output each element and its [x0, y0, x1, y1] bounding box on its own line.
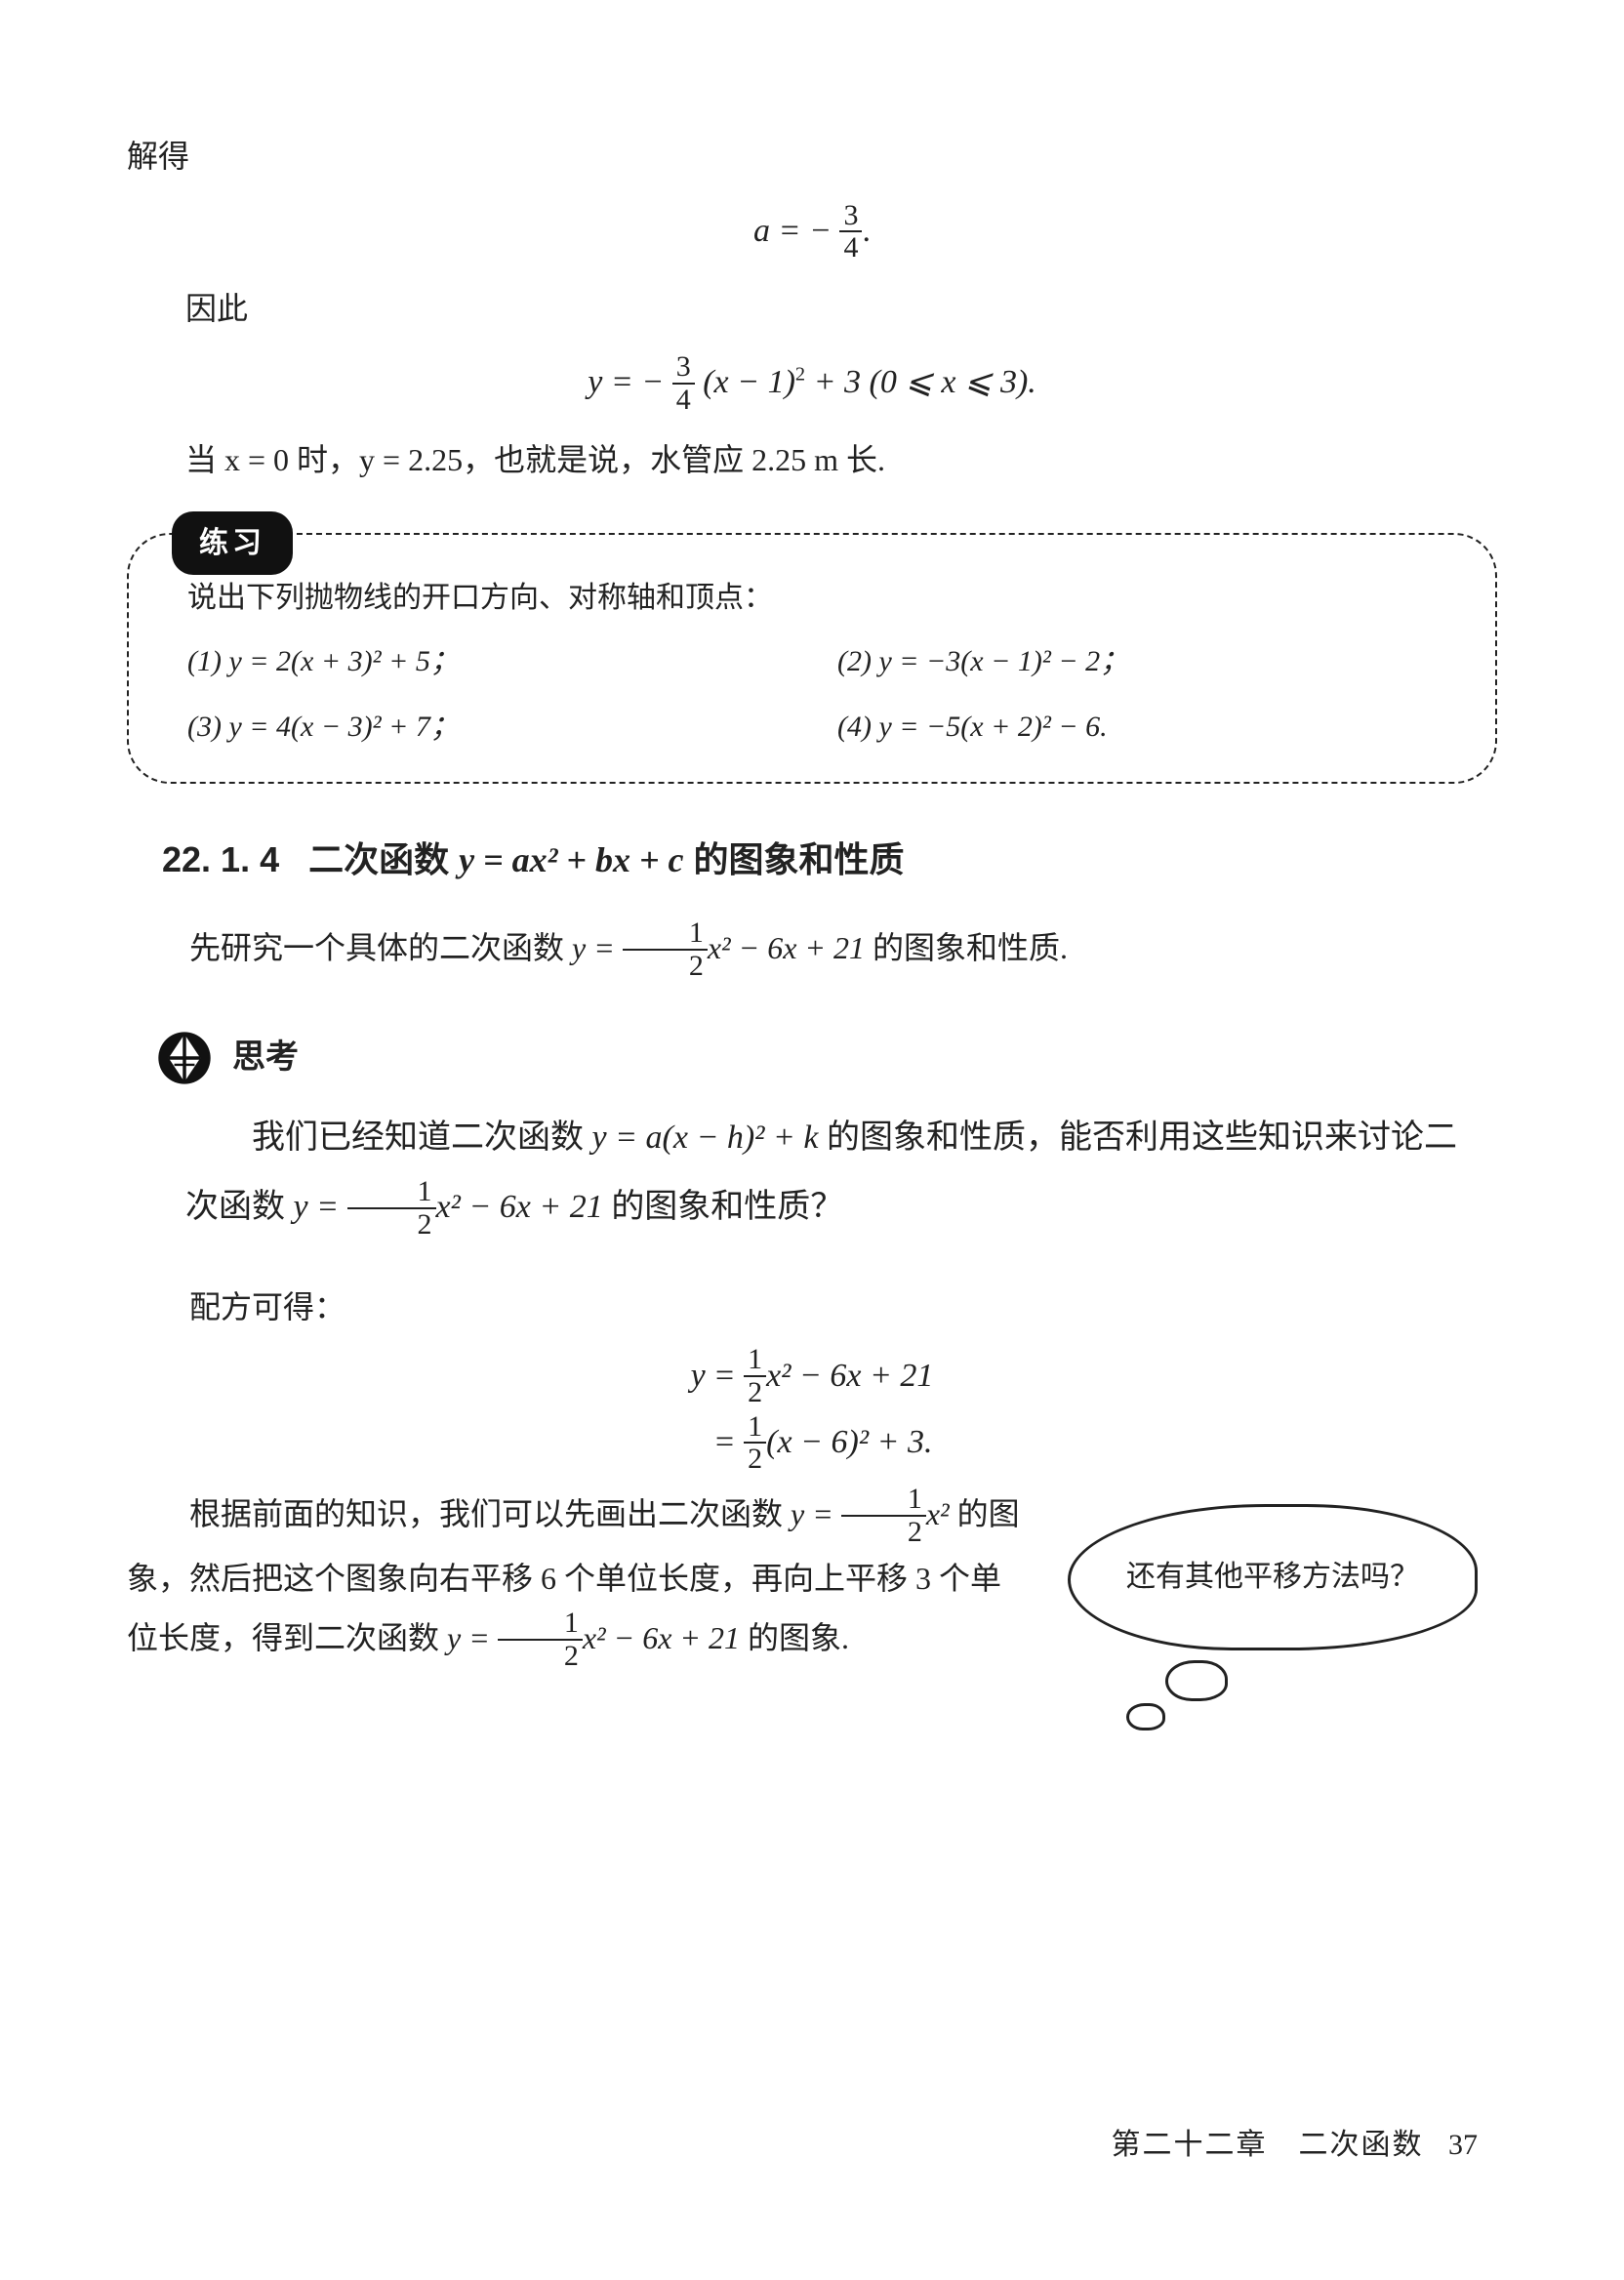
- think-eq2-l: y =: [294, 1189, 347, 1225]
- section-number: 22. 1. 4: [162, 839, 279, 879]
- eq2-frac: 3 4: [672, 351, 695, 415]
- align-l1-frac: 12: [744, 1344, 766, 1407]
- eq2-den: 4: [672, 385, 695, 416]
- eq2-after: + 3 (0 ⩽ x ⩽ 3).: [805, 364, 1036, 400]
- eq1-lhs: a: [753, 213, 770, 249]
- eq1-num: 3: [839, 200, 862, 233]
- page: 解得 a = − 3 4 . 因此 y = − 3 4 (x − 1)2 + 3…: [0, 0, 1624, 2280]
- bubble-text: 还有其他平移方法吗？: [1126, 1555, 1419, 1599]
- practice-item-2: (2) y = −3(x − 1)² − 2；: [837, 633, 1448, 689]
- align-l2-den: 2: [744, 1444, 766, 1475]
- think-eq2-r: x² − 6x + 21: [436, 1189, 603, 1225]
- eq1-rhs-prefix: = −: [779, 213, 832, 249]
- footer-page-number: 37: [1448, 2129, 1478, 2161]
- thought-bubble: 还有其他平移方法吗？: [1048, 1496, 1497, 1750]
- think-body: 我们已经知道二次函数 y = a(x − h)² + k 的图象和性质，能否利用…: [127, 1103, 1497, 1242]
- align-l2-frac: 12: [744, 1411, 766, 1475]
- para-with-bubble: 根据前面的知识，我们可以先画出二次函数 y = 12x² 的图象，然后把这个图象…: [127, 1485, 1497, 1750]
- section-title-b: 的图象和性质: [693, 839, 904, 879]
- equation-align: y = 12x² − 6x + 21 = 12(x − 6)² + 3.: [127, 1343, 1497, 1477]
- bubble-main: 还有其他平移方法吗？: [1068, 1504, 1478, 1650]
- para2-frac2: 12: [498, 1608, 583, 1671]
- intro-eq-r: x² − 6x + 21: [708, 930, 865, 965]
- align-l2-a: =: [713, 1424, 744, 1460]
- eq1-frac: 3 4: [839, 200, 862, 264]
- think-heading: 思考: [156, 1026, 1497, 1089]
- para2-eq-r: x²: [926, 1496, 950, 1531]
- practice-item-4: (4) y = −5(x + 2)² − 6.: [837, 699, 1448, 754]
- page-footer: 第二十二章 二次函数 37: [1112, 2117, 1479, 2173]
- para2-eq2-r: x² − 6x + 21: [583, 1620, 740, 1655]
- para2-c: 的图象.: [740, 1620, 849, 1655]
- footer-chapter: 第二十二章 二次函数: [1112, 2129, 1424, 2161]
- eq2-sup: 2: [795, 364, 805, 386]
- ex4-text: (4) y = −5(x + 2)² − 6.: [837, 711, 1108, 743]
- think-t1c: 的图象和性质？: [603, 1189, 844, 1225]
- eq1-den: 4: [839, 232, 862, 264]
- eq2-num: 3: [672, 351, 695, 385]
- para2-a: 根据前面的知识，我们可以先画出二次函数: [189, 1496, 791, 1531]
- think-label: 思考: [232, 1026, 299, 1089]
- para2: 根据前面的知识，我们可以先画出二次函数 y = 12x² 的图象，然后把这个图象…: [127, 1485, 1023, 1679]
- eq2-lhs: y: [588, 364, 602, 400]
- intro-line: 先研究一个具体的二次函数 y = 12x² − 6x + 21 的图象和性质.: [127, 918, 1497, 983]
- para2-f2-num: 1: [498, 1608, 583, 1641]
- practice-items: (1) y = 2(x + 3)² + 5； (2) y = −3(x − 1)…: [187, 633, 1448, 754]
- intro-num: 1: [623, 917, 708, 951]
- intro-frac: 12: [623, 917, 708, 981]
- think-frac: 12: [347, 1176, 436, 1240]
- intro-b: 的图象和性质.: [873, 930, 1068, 965]
- align-l1-den: 2: [744, 1377, 766, 1408]
- think-num: 1: [347, 1176, 436, 1209]
- practice-prompt: 说出下列抛物线的开口方向、对称轴和顶点：: [187, 570, 1448, 626]
- practice-box: 练习 说出下列抛物线的开口方向、对称轴和顶点： (1) y = 2(x + 3)…: [127, 533, 1497, 784]
- para2-eq-l: y =: [791, 1496, 841, 1531]
- ex2-text: (2) y = −3(x − 1)² − 2；: [837, 645, 1129, 677]
- bubble-small-2: [1126, 1703, 1165, 1730]
- align-l2-num: 1: [744, 1411, 766, 1445]
- para2-frac1: 12: [841, 1484, 926, 1547]
- pf-lead: 配方可得：: [127, 1278, 1497, 1337]
- conclusion-line: 当 x = 0 时，y = 2.25，也就是说，水管应 2.25 m 长.: [127, 430, 1497, 490]
- eq2-rest: (x − 1): [703, 364, 795, 400]
- intro-eq-l: y =: [572, 930, 623, 965]
- ex1-text: (1) y = 2(x + 3)² + 5；: [187, 645, 460, 677]
- conclusion-text: 当 x = 0 时，y = 2.25，也就是说，水管应 2.25 m 长.: [185, 442, 885, 477]
- bubble-small-1: [1165, 1660, 1228, 1701]
- align-l1-a: =: [713, 1358, 744, 1394]
- equation-y: y = − 3 4 (x − 1)2 + 3 (0 ⩽ x ⩽ 3).: [127, 351, 1497, 417]
- para2-f1-den: 2: [841, 1517, 926, 1548]
- intro-a: 先研究一个具体的二次函数: [189, 930, 572, 965]
- practice-item-3: (3) y = 4(x − 3)² + 7；: [187, 699, 798, 754]
- think-eq1: y = a(x − h)² + k: [592, 1120, 819, 1156]
- eq2-prefix: = −: [611, 364, 664, 400]
- align-l1-num: 1: [744, 1344, 766, 1377]
- align-r2-l: [691, 1409, 706, 1477]
- align-l1-b: x² − 6x + 21: [766, 1358, 933, 1394]
- equation-a: a = − 3 4 .: [127, 200, 1497, 265]
- align-l1-l: y: [691, 1358, 706, 1394]
- solve-label: 解得: [127, 127, 1497, 186]
- ex3-text: (3) y = 4(x − 3)² + 7；: [187, 711, 460, 743]
- para2-f1-num: 1: [841, 1484, 926, 1517]
- align-r1-r: = 12x² − 6x + 21: [713, 1343, 934, 1410]
- think-t1: 我们已经知道二次函数: [252, 1120, 592, 1156]
- align-r2-r: = 12(x − 6)² + 3.: [713, 1409, 934, 1477]
- practice-item-1: (1) y = 2(x + 3)² + 5；: [187, 633, 798, 689]
- eq1-suffix: .: [862, 213, 871, 249]
- align-r1-l: y: [691, 1343, 706, 1410]
- section-eq: y = ax² + bx + c: [459, 840, 683, 879]
- para2-text: 根据前面的知识，我们可以先画出二次函数 y = 12x² 的图象，然后把这个图象…: [127, 1485, 1023, 1673]
- think-den: 2: [347, 1209, 436, 1241]
- para2-eq2-l: y =: [447, 1620, 498, 1655]
- align-l2-b: (x − 6)² + 3.: [766, 1424, 932, 1460]
- intro-den: 2: [623, 951, 708, 982]
- section-title-a: 二次函数: [308, 839, 449, 879]
- thus-label: 因此: [127, 279, 1497, 339]
- para2-f2-den: 2: [498, 1641, 583, 1672]
- think-icon: [156, 1030, 213, 1086]
- practice-label: 练习: [172, 511, 293, 575]
- section-heading: 22. 1. 4 二次函数 y = ax² + bx + c 的图象和性质: [162, 827, 1497, 893]
